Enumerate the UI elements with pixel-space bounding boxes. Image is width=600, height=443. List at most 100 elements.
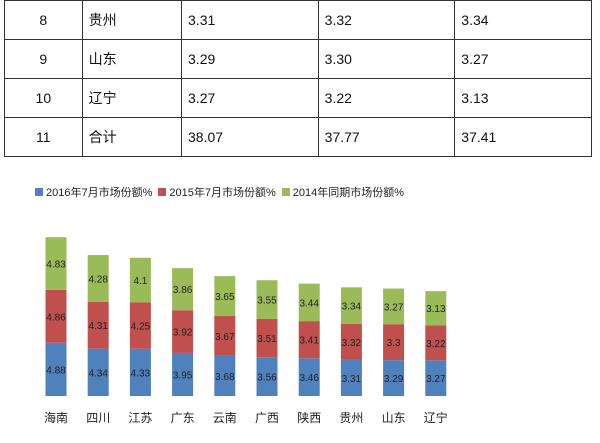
bar-segment <box>45 289 67 343</box>
data-label: 3.68 <box>215 372 235 383</box>
bar-segment <box>340 359 362 396</box>
bar-segment <box>45 342 67 396</box>
bar-segment <box>256 280 278 319</box>
data-label: 3.27 <box>384 302 404 313</box>
legend-swatch <box>158 188 167 196</box>
data-label: 3.92 <box>173 328 193 339</box>
data-label: 3.41 <box>299 336 319 347</box>
data-label: 3.27 <box>426 374 446 385</box>
row-value-2014: 37.41 <box>454 117 592 157</box>
data-label: 4.33 <box>131 368 151 379</box>
category-label: 辽宁 <box>424 410 448 425</box>
data-label: 3.51 <box>257 334 277 345</box>
category-label: 陕西 <box>297 410 321 425</box>
bar-segment <box>45 237 67 290</box>
row-value-2015: 37.77 <box>317 117 456 157</box>
bar-segment <box>129 302 151 349</box>
category-label: 云南 <box>213 410 237 425</box>
data-label: 4.83 <box>46 260 66 271</box>
data-label: 3.55 <box>257 296 277 307</box>
row-index: 11 <box>4 117 83 157</box>
data-label: 3.67 <box>215 332 235 343</box>
data-label: 3.29 <box>384 374 404 385</box>
legend-item: 2016年7月市场份额% <box>35 184 152 200</box>
bar-segment <box>214 315 236 356</box>
data-label: 4.25 <box>131 322 151 333</box>
bar-segment <box>87 348 109 396</box>
data-label: 3.34 <box>342 302 362 313</box>
category-label: 山东 <box>382 411 406 425</box>
legend-label: 2014年同期市场份额% <box>292 187 405 199</box>
row-value-2016: 38.07 <box>181 117 319 157</box>
row-index: 8 <box>4 0 83 40</box>
data-label: 4.86 <box>46 312 66 323</box>
data-label: 3.32 <box>342 338 362 349</box>
legend-label: 2016年7月市场份额% <box>46 187 153 199</box>
category-label: 海南 <box>44 410 68 425</box>
row-value-2016: 3.31 <box>181 0 319 40</box>
data-label: 3.3 <box>387 338 401 349</box>
data-label: 3.86 <box>173 285 193 296</box>
table-row: 9 山东 3.29 3.30 3.27 <box>4 39 592 79</box>
row-value-2016: 3.29 <box>181 39 319 79</box>
chart-legend: 2016年7月市场份额% 2015年7月市场份额% 2014年同期市场份额% <box>35 184 410 200</box>
bar-segment <box>298 321 320 359</box>
legend-item: 2015年7月市场份额% <box>158 184 276 200</box>
bar-segment <box>129 257 151 303</box>
data-label: 3.56 <box>257 373 277 384</box>
row-province: 山东 <box>81 39 183 79</box>
row-province: 贵州 <box>81 0 183 40</box>
data-label: 4.1 <box>133 276 147 287</box>
bar-segment <box>256 318 278 358</box>
bar-segment <box>129 348 151 396</box>
row-value-2014: 3.27 <box>454 39 592 79</box>
category-label: 广东 <box>171 411 195 425</box>
table-row: 11 合计 38.07 37.77 37.41 <box>4 117 592 157</box>
data-label: 3.44 <box>299 298 319 309</box>
data-table: 8 贵州 3.31 3.32 3.34 9 山东 3.29 3.30 3.27 10 辽宁 3.27 3.… <box>4 0 592 157</box>
data-label: 3.31 <box>342 374 362 385</box>
data-label: 4.88 <box>46 365 66 376</box>
legend-swatch <box>35 188 43 196</box>
row-index: 10 <box>4 78 83 118</box>
bar-segment <box>340 323 362 360</box>
bar-segment <box>214 355 236 396</box>
row-index: 9 <box>4 39 83 79</box>
row-value-2014: 3.13 <box>454 78 592 118</box>
bar-segment <box>425 325 447 361</box>
legend-label: 2015年7月市场份额% <box>169 187 276 199</box>
bar-segment <box>383 324 405 361</box>
row-value-2015: 3.32 <box>317 0 456 40</box>
bar-segment <box>256 357 278 396</box>
category-label: 四川 <box>86 411 110 425</box>
row-value-2015: 3.22 <box>317 78 456 118</box>
chart-canvas: 4.88 4.86 4.83 海南 4.34 4.31 4.28 四川 4.33 4.25 4.1 江… <box>44 237 448 425</box>
bar-segment <box>383 360 405 396</box>
row-province: 合计 <box>81 117 183 157</box>
row-value-2015: 3.30 <box>317 39 456 79</box>
bar-segment <box>172 268 194 311</box>
bar-segment <box>87 301 109 349</box>
category-label: 江苏 <box>128 411 152 425</box>
bar-segment <box>214 276 236 316</box>
bar-segment <box>172 352 194 396</box>
category-label: 广西 <box>255 411 279 425</box>
bar-segment <box>298 358 320 396</box>
data-label: 4.28 <box>88 274 108 285</box>
data-label: 4.31 <box>88 321 108 332</box>
table-row: 8 贵州 3.31 3.32 3.34 <box>4 0 592 40</box>
data-label: 4.34 <box>88 368 108 379</box>
data-label: 3.22 <box>426 339 446 350</box>
data-label: 3.65 <box>215 292 235 303</box>
table-row: 10 辽宁 3.27 3.22 3.13 <box>4 78 592 118</box>
row-value-2014: 3.34 <box>454 0 592 40</box>
category-label: 贵州 <box>339 411 363 425</box>
bar-segment <box>87 255 109 302</box>
bar-segment <box>298 283 320 322</box>
bar-segment <box>425 360 447 396</box>
row-province: 辽宁 <box>81 78 183 118</box>
bar-segment <box>340 287 362 324</box>
bar-segment <box>172 310 194 353</box>
bar-segment <box>425 291 447 326</box>
data-label: 3.46 <box>299 373 319 384</box>
